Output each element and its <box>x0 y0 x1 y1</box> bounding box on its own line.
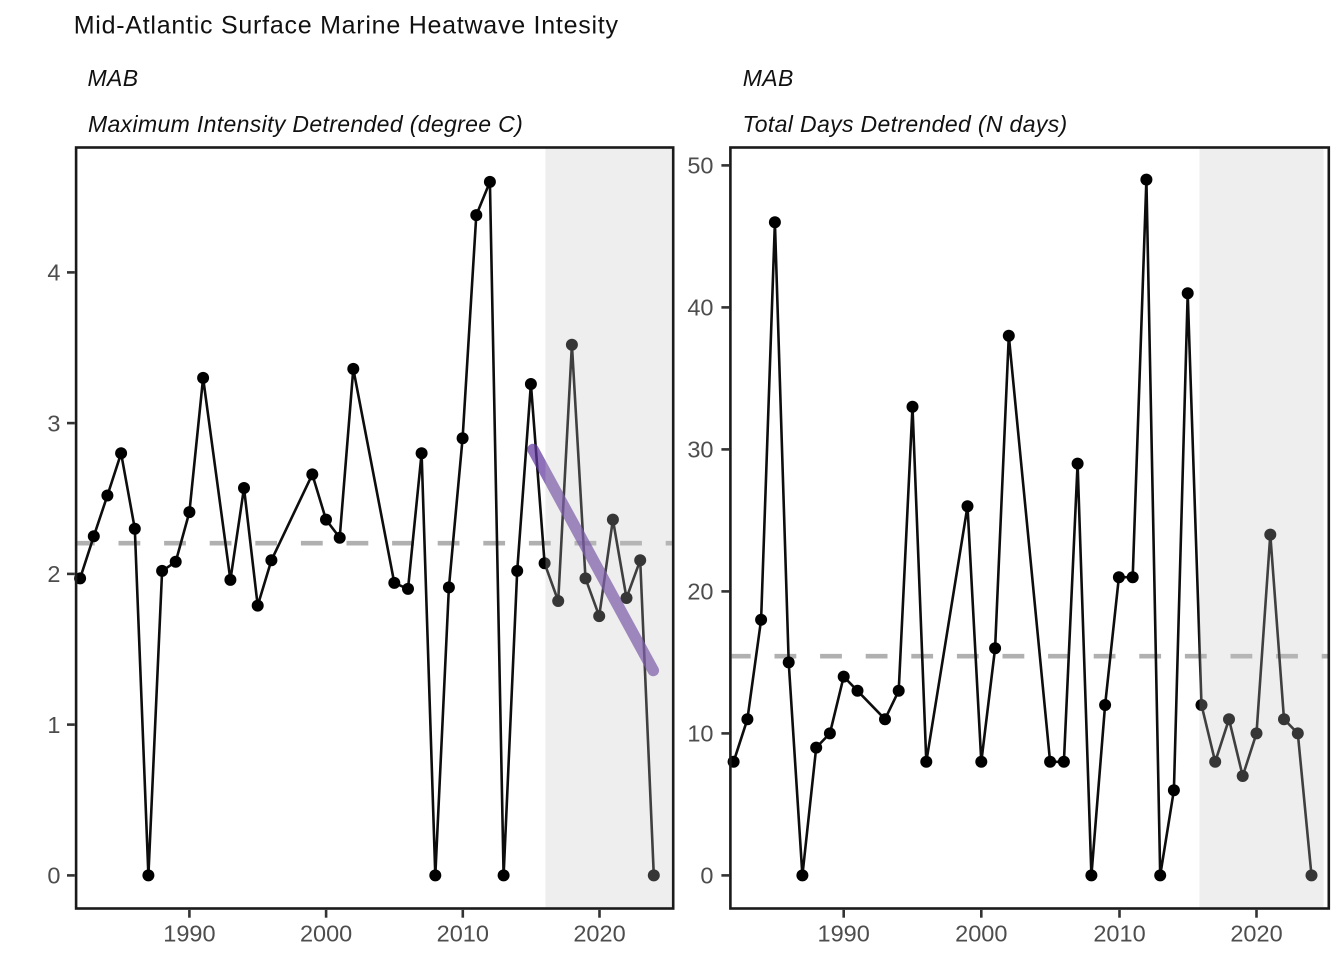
svg-text:2000: 2000 <box>955 920 1007 946</box>
svg-text:1: 1 <box>47 712 60 738</box>
svg-text:10: 10 <box>687 721 713 747</box>
svg-text:2020: 2020 <box>573 920 625 946</box>
svg-text:4: 4 <box>47 260 60 286</box>
svg-text:Total Days Detrended (N days): Total Days Detrended (N days) <box>743 111 1068 137</box>
svg-text:40: 40 <box>687 295 713 321</box>
svg-text:MAB: MAB <box>743 65 794 91</box>
svg-text:MAB: MAB <box>88 65 139 91</box>
svg-text:30: 30 <box>687 437 713 463</box>
svg-text:0: 0 <box>47 863 60 889</box>
svg-text:3: 3 <box>47 410 60 436</box>
svg-text:Mid-Atlantic Surface Marine He: Mid-Atlantic Surface Marine Heatwave Int… <box>74 12 619 40</box>
svg-text:2: 2 <box>47 561 60 587</box>
svg-text:2010: 2010 <box>437 920 489 946</box>
svg-text:2020: 2020 <box>1230 920 1282 946</box>
svg-text:1990: 1990 <box>818 920 870 946</box>
svg-text:20: 20 <box>687 579 713 605</box>
svg-text:50: 50 <box>687 153 713 179</box>
svg-text:1990: 1990 <box>163 920 215 946</box>
svg-text:2000: 2000 <box>300 920 352 946</box>
svg-text:Maximum Intensity Detrended (d: Maximum Intensity Detrended (degree C) <box>88 111 523 137</box>
svg-text:2010: 2010 <box>1093 920 1145 946</box>
svg-text:0: 0 <box>700 863 713 889</box>
